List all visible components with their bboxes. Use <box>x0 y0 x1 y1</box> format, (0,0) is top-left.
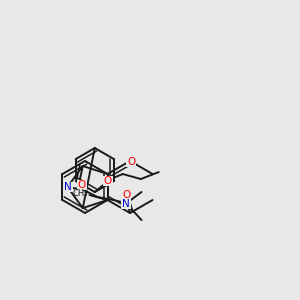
Text: N: N <box>64 182 71 192</box>
Text: O: O <box>127 157 135 167</box>
Text: O: O <box>78 180 86 190</box>
Text: O: O <box>122 190 130 200</box>
Text: CH₃: CH₃ <box>72 190 88 199</box>
Text: O: O <box>104 176 112 186</box>
FancyBboxPatch shape <box>126 157 136 167</box>
FancyBboxPatch shape <box>121 199 130 209</box>
FancyBboxPatch shape <box>103 176 113 186</box>
FancyBboxPatch shape <box>121 190 131 200</box>
FancyBboxPatch shape <box>77 180 87 190</box>
Text: N: N <box>122 199 129 209</box>
FancyBboxPatch shape <box>62 182 73 192</box>
